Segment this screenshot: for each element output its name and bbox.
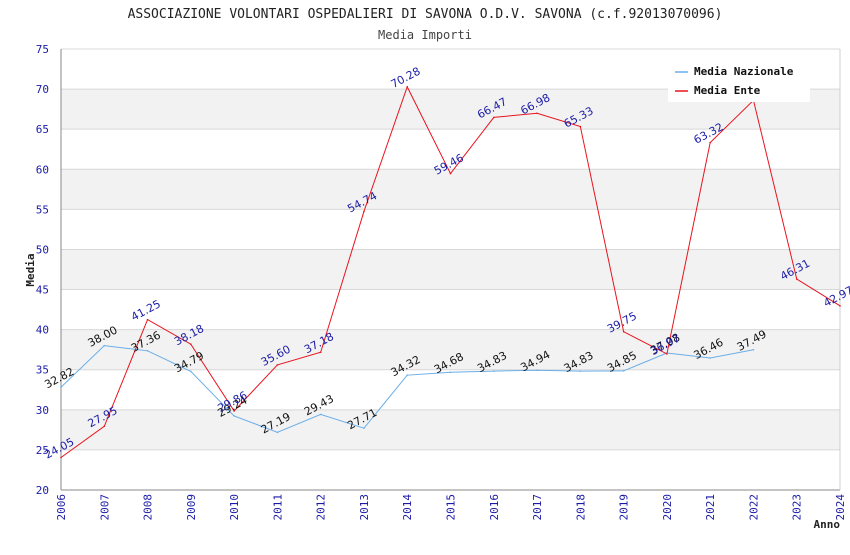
x-axis-label: Anno	[814, 518, 841, 531]
y-tick-label: 55	[36, 203, 49, 216]
legend-box	[668, 60, 810, 102]
data-label: 70.28	[389, 65, 423, 91]
y-tick-label: 20	[36, 484, 49, 497]
data-point	[709, 357, 711, 359]
grid-band	[61, 249, 840, 290]
data-point	[449, 371, 452, 374]
data-point	[103, 425, 106, 428]
data-point	[579, 125, 582, 128]
x-tick-label: 2011	[271, 494, 284, 521]
y-tick-label: 30	[36, 404, 49, 417]
data-point	[233, 415, 235, 417]
data-point	[363, 210, 365, 213]
y-tick-label: 35	[36, 364, 49, 377]
grid-band	[61, 329, 840, 370]
x-tick-label: 2009	[185, 494, 198, 521]
y-tick-label: 45	[36, 284, 49, 297]
series-lines	[60, 85, 841, 459]
x-tick-label: 2022	[747, 494, 760, 521]
y-tick-labels: 20 25 30 35 40 45 50 55 60 65 70 75	[36, 43, 49, 497]
data-point	[276, 431, 279, 434]
data-point	[492, 370, 495, 372]
x-tick-label: 2020	[661, 494, 674, 521]
x-tick-label: 2013	[358, 494, 371, 521]
x-tick-label: 2006	[55, 494, 68, 521]
y-tick-label: 75	[36, 43, 49, 56]
x-tick-label: 2021	[704, 494, 717, 521]
y-tick-label: 70	[36, 83, 49, 96]
data-point	[319, 351, 322, 354]
data-point	[492, 116, 495, 119]
data-point	[319, 413, 322, 416]
data-point	[190, 343, 192, 346]
x-tick-label: 2015	[445, 494, 458, 521]
legend: Media Nazionale Media Ente	[668, 60, 810, 102]
data-label: 24.05	[42, 435, 76, 461]
y-tick-label: 65	[36, 123, 49, 136]
data-point	[622, 330, 625, 333]
data-label: 41.25	[129, 297, 163, 323]
data-point	[839, 305, 841, 307]
y-tick-label: 25	[36, 444, 49, 457]
data-point	[190, 370, 192, 373]
data-point	[536, 112, 538, 115]
data-point	[60, 456, 62, 459]
x-tick-label: 2008	[142, 494, 155, 521]
axes	[60, 49, 841, 491]
data-point	[536, 369, 538, 372]
x-tick-labels: 2006 2007 2008 2009 2010 2011 2012 2013 2014 2015…	[55, 494, 847, 521]
data-point	[622, 370, 625, 372]
y-tick-label: 40	[36, 324, 49, 337]
data-point	[666, 353, 668, 355]
data-point	[276, 364, 279, 366]
data-point	[449, 172, 452, 175]
data-point	[795, 278, 798, 280]
x-tick-label: 2010	[228, 494, 241, 521]
x-tick-label: 2012	[315, 494, 328, 521]
grid-lines	[61, 48, 840, 491]
grid-band	[61, 169, 840, 210]
data-point	[406, 374, 409, 376]
data-point	[146, 318, 149, 321]
x-tick-label: 2017	[531, 494, 544, 521]
x-tick-label: 2016	[488, 494, 501, 521]
data-point	[579, 370, 582, 372]
x-tick-label: 2014	[401, 494, 414, 521]
data-point	[146, 350, 149, 352]
data-point	[60, 386, 62, 389]
data-point	[363, 427, 365, 429]
x-tick-label: 2023	[791, 494, 804, 521]
y-tick-label: 60	[36, 163, 49, 176]
chart-title: ASSOCIAZIONE VOLONTARI OSPEDALIERI DI SA…	[128, 7, 723, 22]
y-tick-label: 50	[36, 243, 49, 256]
data-point	[103, 344, 106, 347]
y-axis-label: Media	[24, 253, 37, 286]
x-tick-label: 2018	[574, 494, 587, 521]
grid-band	[61, 409, 840, 450]
chart-subtitle: Media Importi	[378, 28, 472, 42]
x-tick-label: 2019	[618, 494, 631, 521]
grid-bands	[61, 89, 840, 450]
data-point	[406, 86, 409, 88]
x-tick-label: 2024	[834, 494, 847, 521]
x-tick-label: 2007	[98, 494, 111, 521]
data-point	[709, 141, 711, 144]
data-point	[752, 348, 755, 351]
legend-label-ente: Media Ente	[694, 84, 761, 97]
legend-label-nazionale: Media Nazionale	[694, 65, 794, 78]
data-point	[233, 410, 235, 412]
